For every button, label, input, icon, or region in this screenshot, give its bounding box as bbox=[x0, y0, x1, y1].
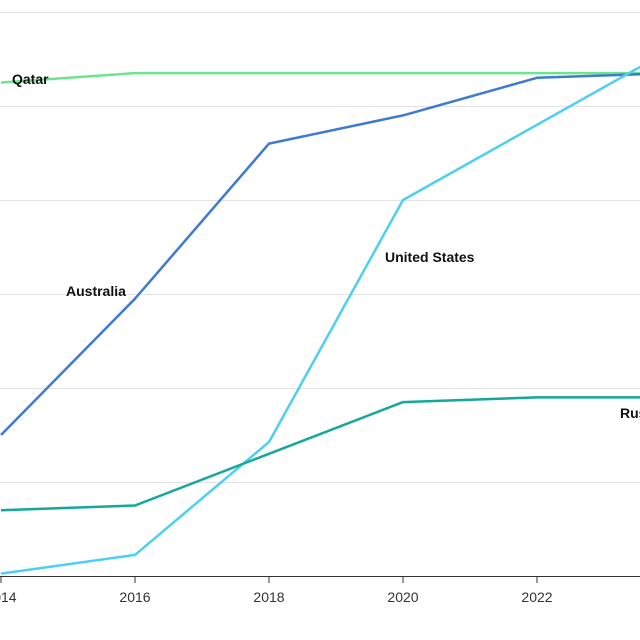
series-lines bbox=[0, 65, 640, 575]
x-axis: 2014 2016 2018 2020 2022 bbox=[0, 576, 640, 605]
series-label-russia: Russia bbox=[620, 405, 640, 421]
series-labels: Qatar Australia United States Russia bbox=[12, 71, 640, 421]
x-tick-label: 2014 bbox=[0, 589, 17, 605]
series-label-united-states: United States bbox=[385, 249, 475, 265]
x-tick-label: 2018 bbox=[253, 589, 284, 605]
gridlines bbox=[0, 12, 640, 483]
x-tick-label: 2022 bbox=[521, 589, 552, 605]
series-line-russia bbox=[0, 396, 640, 512]
series-label-qatar: Qatar bbox=[12, 71, 49, 87]
series-line-qatar bbox=[0, 71, 640, 84]
x-tick-label: 2016 bbox=[119, 589, 150, 605]
x-tick-label: 2020 bbox=[387, 589, 418, 605]
series-line-united-states bbox=[0, 65, 640, 575]
series-label-australia: Australia bbox=[66, 283, 126, 299]
series-line-australia bbox=[0, 72, 640, 436]
